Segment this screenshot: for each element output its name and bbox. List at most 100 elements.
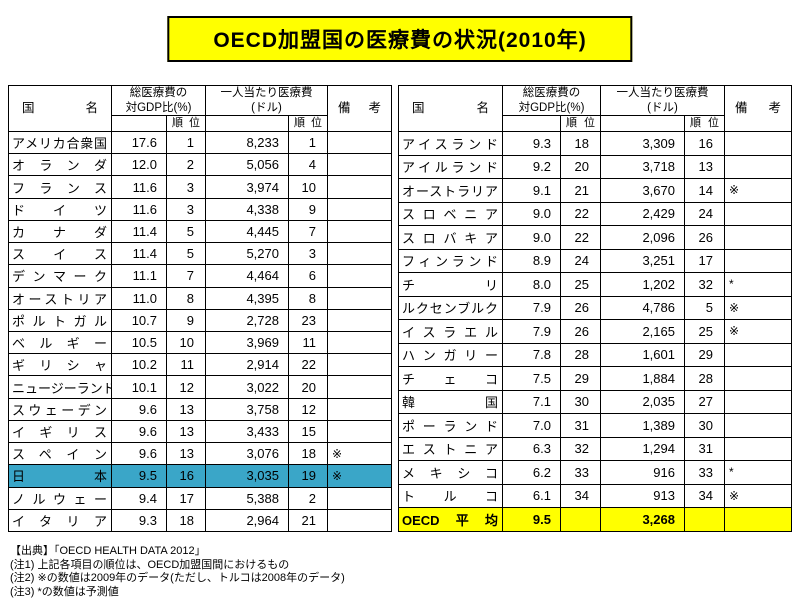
remark-cell: ※ bbox=[327, 464, 392, 488]
gdp-rank-cell: 26 bbox=[560, 295, 601, 321]
per-capita-cell: 4,445 bbox=[205, 219, 289, 244]
remark-cell bbox=[724, 342, 792, 368]
per-capita-cell: 5,270 bbox=[205, 242, 289, 266]
country-name-cell: ニュージーランド bbox=[8, 375, 112, 399]
gdp-rank-cell: 26 bbox=[560, 319, 601, 344]
per-capita-cell: 4,464 bbox=[205, 264, 289, 288]
remark-cell bbox=[327, 130, 392, 155]
per-capita-cell: 3,251 bbox=[600, 248, 685, 274]
gdp-ratio-cell: 11.6 bbox=[111, 175, 167, 199]
table-row: チェコ 7.5 29 1,884 28 bbox=[398, 366, 792, 391]
per-capita-cell: 3,718 bbox=[600, 154, 685, 180]
gdp-rank-cell: 18 bbox=[560, 131, 601, 156]
table-row: フィンランド 8.9 24 3,251 17 bbox=[398, 248, 792, 274]
gdp-ratio-cell: 11.0 bbox=[111, 286, 167, 310]
gdp-header-line1: 総医療費の bbox=[129, 87, 188, 100]
gdp-rank-cell: 10 bbox=[166, 330, 206, 355]
per-capita-rank-cell: 11 bbox=[288, 330, 328, 355]
per-capita-rank-cell: 12 bbox=[288, 397, 328, 421]
per-capita-cell: 2,429 bbox=[600, 201, 685, 227]
per-capita-cell: 1,884 bbox=[600, 366, 685, 391]
gdp-ratio-cell: 9.1 bbox=[502, 178, 561, 203]
gdp-rank-cell: 21 bbox=[560, 178, 601, 203]
table-row: ギリシャ 10.2 11 2,914 22 bbox=[8, 353, 392, 377]
remark-cell: * bbox=[724, 460, 792, 485]
empty-subheader bbox=[111, 115, 167, 132]
gdp-ratio-cell: 6.2 bbox=[502, 460, 561, 485]
remark-cell: * bbox=[724, 272, 792, 297]
remark-cell bbox=[327, 286, 392, 310]
gdp-ratio-cell: 6.1 bbox=[502, 483, 561, 509]
gdp-rank-cell: 16 bbox=[166, 464, 206, 488]
gdp-rank-cell: 5 bbox=[166, 242, 206, 266]
per-capita-rank-cell: 1 bbox=[288, 130, 328, 155]
page-title: OECD加盟国の医療費の状況(2010年) bbox=[167, 16, 633, 62]
table-row: スウェーデン 9.6 13 3,758 12 bbox=[8, 397, 392, 421]
table-row: アメリカ合衆国 17.6 1 8,233 1 bbox=[8, 130, 392, 155]
rank-subheader: 順 位 bbox=[166, 115, 206, 132]
table-row: アイスランド 9.3 18 3,309 16 bbox=[398, 131, 792, 156]
country-column-header: 国名 bbox=[8, 85, 112, 132]
table-row: 韓国 7.1 30 2,035 27 bbox=[398, 389, 792, 415]
remark-cell bbox=[724, 366, 792, 391]
per-capita-rank-cell: 32 bbox=[684, 272, 725, 297]
per-capita-cell: 3,309 bbox=[600, 131, 685, 156]
table-row: ベルギー 10.5 10 3,969 11 bbox=[8, 330, 392, 355]
table-row: スロバキア 9.0 22 2,096 26 bbox=[398, 225, 792, 250]
country-name-cell: 韓国 bbox=[398, 389, 503, 415]
table-row: スイス 11.4 5 5,270 3 bbox=[8, 242, 392, 266]
remark-cell bbox=[327, 397, 392, 421]
remark-cell bbox=[327, 308, 392, 332]
gdp-rank-cell: 31 bbox=[560, 413, 601, 438]
country-name-cell: フィンランド bbox=[398, 248, 503, 274]
per-capita-cell: 1,389 bbox=[600, 413, 685, 438]
remark-cell bbox=[327, 153, 392, 177]
per-capita-cell: 3,433 bbox=[205, 419, 289, 444]
gdp-rank-cell: 8 bbox=[166, 286, 206, 310]
gdp-ratio-cell: 11.4 bbox=[111, 219, 167, 244]
remark-cell bbox=[327, 375, 392, 399]
per-capita-rank-cell: 22 bbox=[288, 353, 328, 377]
per-capita-cell: 4,338 bbox=[205, 197, 289, 221]
gdp-rank-cell bbox=[560, 507, 601, 532]
per-capita-cell: 3,969 bbox=[205, 330, 289, 355]
gdp-rank-cell: 17 bbox=[166, 486, 206, 510]
per-capita-cell: 4,786 bbox=[600, 295, 685, 321]
remark-cell bbox=[724, 413, 792, 438]
country-name-cell: フランス bbox=[8, 175, 112, 199]
gdp-ratio-cell: 7.5 bbox=[502, 366, 561, 391]
table-row: チリ 8.0 25 1,202 32 * bbox=[398, 272, 792, 297]
per-capita-cell: 2,096 bbox=[600, 225, 685, 250]
empty-subheader bbox=[502, 115, 561, 132]
per-capita-rank-cell: 27 bbox=[684, 389, 725, 415]
note-line-2: (注2) ※の数値は2009年のデータ(ただし、トルコは2008年のデータ) bbox=[10, 572, 345, 584]
per-capita-rank-cell: 21 bbox=[288, 508, 328, 533]
per-capita-rank-cell: 18 bbox=[288, 442, 328, 466]
gdp-rank-cell: 7 bbox=[166, 264, 206, 288]
per-capita-cell: 3,268 bbox=[600, 507, 685, 532]
per-capita-cell: 916 bbox=[600, 460, 685, 485]
left-table-body: アメリカ合衆国 17.6 1 8,233 1 オランダ 12.0 2 5,056 4 フランス 11.… bbox=[8, 130, 392, 533]
per-capita-rank-cell: 25 bbox=[684, 319, 725, 344]
remark-cell bbox=[327, 419, 392, 444]
gdp-rank-cell: 13 bbox=[166, 397, 206, 421]
country-column-header: 国名 bbox=[398, 85, 503, 132]
gdp-ratio-cell: 9.6 bbox=[111, 419, 167, 444]
remark-cell: ※ bbox=[327, 442, 392, 466]
per-capita-cell: 3,035 bbox=[205, 464, 289, 488]
table-row: エストニア 6.3 32 1,294 31 bbox=[398, 436, 792, 462]
gdp-header-line2: 対GDP比(%) bbox=[518, 101, 585, 114]
per-capita-rank-cell: 9 bbox=[288, 197, 328, 221]
country-name-cell: オランダ bbox=[8, 153, 112, 177]
gdp-rank-cell: 22 bbox=[560, 201, 601, 227]
country-name-cell: エストニア bbox=[398, 436, 503, 462]
table-row: ドイツ 11.6 3 4,338 9 bbox=[8, 197, 392, 221]
country-name-cell: スウェーデン bbox=[8, 397, 112, 421]
per-capita-cell: 1,601 bbox=[600, 342, 685, 368]
remark-cell bbox=[327, 353, 392, 377]
gdp-ratio-cell: 11.4 bbox=[111, 242, 167, 266]
gdp-ratio-cell: 7.1 bbox=[502, 389, 561, 415]
gdp-rank-cell: 5 bbox=[166, 219, 206, 244]
gdp-ratio-cell: 7.9 bbox=[502, 319, 561, 344]
gdp-ratio-cell: 10.2 bbox=[111, 353, 167, 377]
